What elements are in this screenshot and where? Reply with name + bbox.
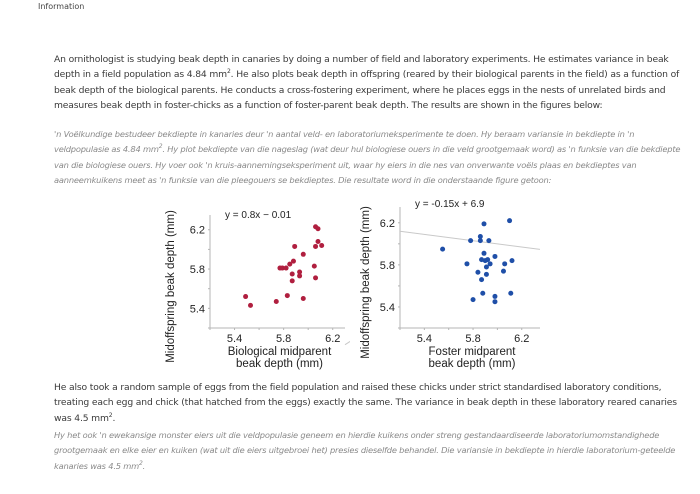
y-axis-label: Midoffspring beak depth (mm) bbox=[360, 206, 372, 359]
data-point bbox=[273, 298, 279, 304]
data-point bbox=[468, 238, 474, 244]
followup-paragraph-afrikaans: Hy het ook 'n ewekansige monster eiers u… bbox=[54, 428, 684, 474]
data-point bbox=[470, 297, 476, 303]
followup-af-text-cont: . bbox=[142, 460, 146, 471]
data-point bbox=[300, 296, 306, 302]
data-point bbox=[287, 261, 293, 267]
data-point bbox=[300, 251, 306, 257]
intro-en-text-cont: . He also plots beak depth in offspring … bbox=[54, 69, 680, 111]
data-point bbox=[485, 257, 491, 263]
data-point bbox=[248, 302, 253, 308]
intro-af-text-cont: . Hy plot bekdiepte van die nageslag (wa… bbox=[54, 144, 681, 185]
data-point bbox=[313, 243, 319, 249]
chart-biological-parents: 5.4 5.8 6.2 5.4 5.8 6.2 Biological midparent be… bbox=[160, 195, 350, 375]
x-axis-label: Foster midparent bbox=[429, 346, 517, 358]
y-axis-label: Midoffspring beak depth (mm) bbox=[165, 210, 177, 363]
followup-en-text-cont: . bbox=[112, 412, 116, 424]
regression-equation: y = -0.15x + 6.9 bbox=[415, 199, 485, 210]
data-point bbox=[500, 268, 506, 274]
data-point bbox=[480, 290, 486, 296]
intro-af-text: 'n Voëlkundige bestudeer bekdiepte in ka… bbox=[54, 129, 635, 155]
data-point bbox=[289, 278, 295, 284]
intro-en-text: An ornithologist is studying beak depth … bbox=[54, 54, 669, 81]
x-axis-label: beak depth (mm) bbox=[429, 358, 516, 370]
data-point bbox=[507, 218, 513, 224]
x-tick-label: 5.4 bbox=[227, 333, 242, 345]
superscript: 2 bbox=[158, 143, 163, 151]
data-point bbox=[440, 246, 446, 252]
followup-en-text: He also took a random sample of eggs fro… bbox=[54, 382, 677, 424]
data-point bbox=[311, 263, 317, 269]
data-point bbox=[464, 261, 470, 267]
chart-foster-parents: 5.4 5.8 6.2 5.4 5.8 6.2 Foster midparent beak d… bbox=[355, 195, 545, 375]
x-tick-label: 6.2 bbox=[514, 333, 529, 345]
data-point bbox=[284, 293, 290, 299]
data-point bbox=[481, 221, 487, 227]
data-point bbox=[508, 290, 514, 296]
data-point bbox=[313, 275, 319, 281]
x-tick-label: 5.8 bbox=[276, 333, 291, 345]
x-tick-label: 5.8 bbox=[465, 333, 480, 345]
x-axis-label: beak depth (mm) bbox=[236, 358, 323, 370]
y-tick-label: 5.4 bbox=[380, 302, 395, 314]
x-tick-label: 6.2 bbox=[325, 333, 340, 345]
data-point bbox=[475, 269, 481, 275]
intro-paragraph-english: An ornithologist is studying beak depth … bbox=[54, 52, 684, 113]
data-point bbox=[479, 277, 485, 283]
data-point bbox=[509, 258, 515, 264]
data-point bbox=[492, 253, 498, 259]
data-point bbox=[279, 265, 285, 271]
data-point bbox=[487, 261, 493, 267]
y-tick-label: 6.2 bbox=[380, 218, 395, 230]
superscript: 2 bbox=[226, 68, 231, 76]
y-tick-label: 6.2 bbox=[190, 225, 205, 237]
data-point bbox=[483, 271, 489, 277]
y-tick-label: 5.8 bbox=[380, 260, 395, 272]
intro-paragraph-afrikaans: 'n Voëlkundige bestudeer bekdiepte in ka… bbox=[54, 127, 684, 188]
data-point bbox=[483, 264, 489, 270]
data-point bbox=[297, 273, 303, 279]
data-point bbox=[292, 243, 298, 249]
data-point bbox=[290, 258, 296, 264]
data-point bbox=[289, 271, 295, 277]
followup-paragraph-english: He also took a random sample of eggs fro… bbox=[54, 380, 684, 426]
y-tick-label: 5.8 bbox=[190, 264, 205, 276]
data-point bbox=[283, 265, 289, 271]
data-point bbox=[315, 239, 321, 245]
data-point bbox=[297, 269, 303, 275]
data-point bbox=[502, 261, 508, 267]
data-point bbox=[319, 242, 325, 248]
y-tick-label: 5.4 bbox=[190, 303, 205, 315]
data-point bbox=[315, 226, 321, 232]
data-point bbox=[477, 233, 483, 239]
data-point bbox=[477, 238, 483, 244]
regression-equation: y = 0.8x − 0.01 bbox=[225, 210, 292, 221]
x-tick-label: 5.4 bbox=[417, 333, 432, 345]
x-axis-label: Biological midparent bbox=[228, 346, 332, 358]
data-point bbox=[486, 238, 492, 244]
superscript: 2 bbox=[139, 459, 143, 467]
data-point bbox=[492, 293, 498, 299]
followup-af-text: Hy het ook 'n ewekansige monster eiers u… bbox=[54, 430, 676, 471]
data-point bbox=[481, 250, 487, 256]
page-header-title: Information bbox=[38, 2, 85, 11]
superscript: 2 bbox=[108, 411, 113, 419]
regression-line bbox=[344, 340, 350, 346]
data-point bbox=[243, 294, 249, 300]
data-point bbox=[492, 299, 498, 305]
